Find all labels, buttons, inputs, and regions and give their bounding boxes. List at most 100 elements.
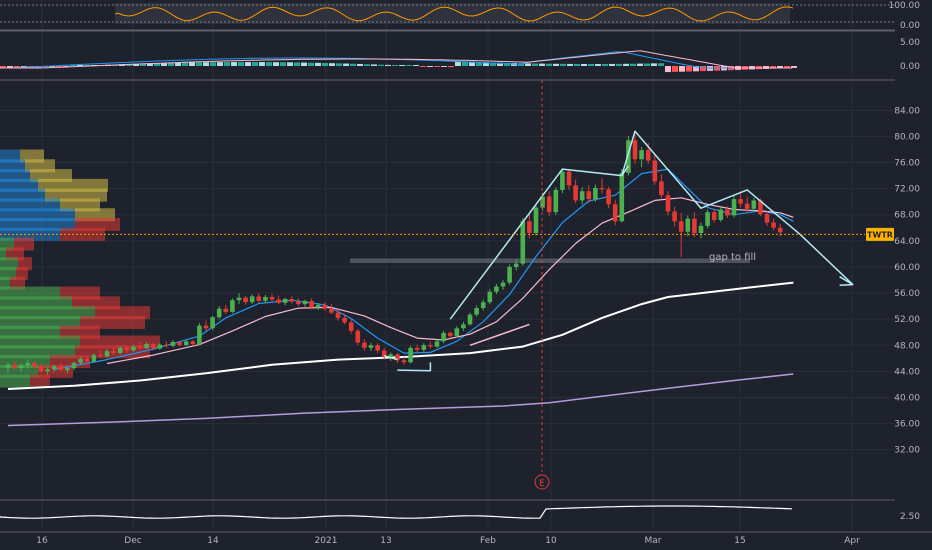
candle-body [269, 296, 275, 300]
time-axis: 16 Dec 14 2021 13 Feb 10 Mar 15 Apr [36, 536, 860, 546]
macd-pane: 5.00 0.00 [0, 38, 920, 73]
candle-body [197, 325, 202, 344]
candle-body [150, 343, 156, 349]
candle-body [672, 211, 677, 222]
y-tick-label: 56.00 [894, 289, 920, 299]
candle-body [230, 300, 235, 312]
candle-body [302, 300, 308, 305]
candle-body [170, 342, 176, 346]
macd-bar [490, 62, 496, 66]
candle-body [78, 358, 83, 363]
candle-body [335, 312, 341, 318]
candle-body [236, 297, 242, 301]
candle-body [586, 191, 592, 200]
y-tick-label: 48.00 [894, 341, 920, 351]
macd-bar [476, 62, 482, 66]
candle-body [65, 368, 70, 371]
candle-body [12, 364, 17, 369]
x-tick-label: 10 [545, 536, 557, 546]
macd-bar [588, 63, 594, 66]
candle-body [639, 150, 644, 160]
candle-body [395, 354, 400, 361]
macd-bar [210, 62, 216, 66]
macd-bar [231, 62, 237, 66]
candle-body [546, 196, 552, 213]
candle-body [685, 218, 691, 232]
y-tick-label: 76.00 [894, 159, 920, 169]
pattern-line [397, 362, 432, 372]
macd-bar [77, 65, 83, 66]
grid [0, 0, 932, 533]
macd-bar [791, 66, 797, 68]
macd-bar [154, 63, 160, 66]
macd-bar [343, 63, 349, 66]
x-tick-label: 16 [36, 536, 48, 546]
candle-body [117, 347, 123, 354]
y-tick-label: 72.00 [894, 185, 920, 195]
candle-body [626, 140, 631, 173]
macd-bar [301, 62, 307, 66]
macd-bar [287, 62, 293, 66]
candle-body [428, 345, 433, 347]
candle-body [474, 308, 479, 315]
macd-bar [245, 62, 251, 66]
macd-bar [441, 66, 447, 67]
macd-bar [434, 66, 440, 67]
candle-body [513, 263, 519, 267]
macd-bar [525, 63, 531, 66]
volume-profile-bar [0, 296, 72, 310]
macd-bar [175, 62, 181, 66]
volume-profile-bar [60, 198, 100, 212]
x-tick-label: Feb [480, 536, 496, 546]
candle-body [124, 347, 130, 351]
volatility-axis-label: 2.50 [900, 512, 920, 522]
macd-bar [462, 61, 468, 66]
series-ma-200 [7, 373, 794, 427]
rsi-pane: 100.00 0.00 [0, 1, 920, 31]
candle-body [84, 358, 90, 362]
volume-profile-bar [0, 325, 60, 339]
x-tick-label: 2021 [315, 536, 338, 546]
macd-bar [651, 63, 657, 66]
candle-body [71, 362, 77, 369]
macd-bar [161, 63, 167, 66]
candle-body [282, 298, 288, 303]
volume-profile-bar [0, 364, 38, 378]
candle-body [678, 221, 684, 232]
volume-profile-bar [0, 208, 75, 222]
volatility-pane: 2.50 [0, 505, 920, 522]
candle-body [348, 322, 354, 331]
macd-bar [203, 62, 209, 66]
gap-annotation: gap to fill [709, 252, 756, 263]
rsi-axis-label: 100.00 [889, 1, 921, 11]
macd-bar [280, 62, 286, 66]
candle-body [553, 189, 559, 213]
y-tick-label: 36.00 [894, 420, 920, 430]
volume-profile-bar [0, 355, 50, 369]
candle-body [51, 366, 57, 370]
pattern-lines [383, 130, 854, 372]
y-tick-label: 44.00 [894, 367, 920, 377]
candle-body [309, 300, 314, 308]
candle-body [758, 200, 763, 215]
candle-body [414, 347, 420, 350]
candle-body [104, 351, 110, 357]
y-tick-label: 84.00 [894, 106, 920, 116]
candle-body [652, 160, 658, 182]
candle-body [249, 296, 255, 303]
macd-bar [182, 62, 188, 66]
macd-bar [609, 63, 615, 66]
macd-bar [371, 64, 377, 66]
macd-bar [0, 66, 6, 69]
macd-bar [189, 62, 195, 66]
x-tick-label: Mar [645, 536, 662, 546]
macd-bar [350, 63, 356, 66]
moving-averages [7, 168, 794, 427]
earnings-marker[interactable]: E [534, 474, 550, 490]
volume-profile-bar [0, 188, 45, 202]
series-ma-long [7, 281, 794, 390]
candle-body [494, 286, 499, 292]
candle-body [764, 214, 770, 223]
